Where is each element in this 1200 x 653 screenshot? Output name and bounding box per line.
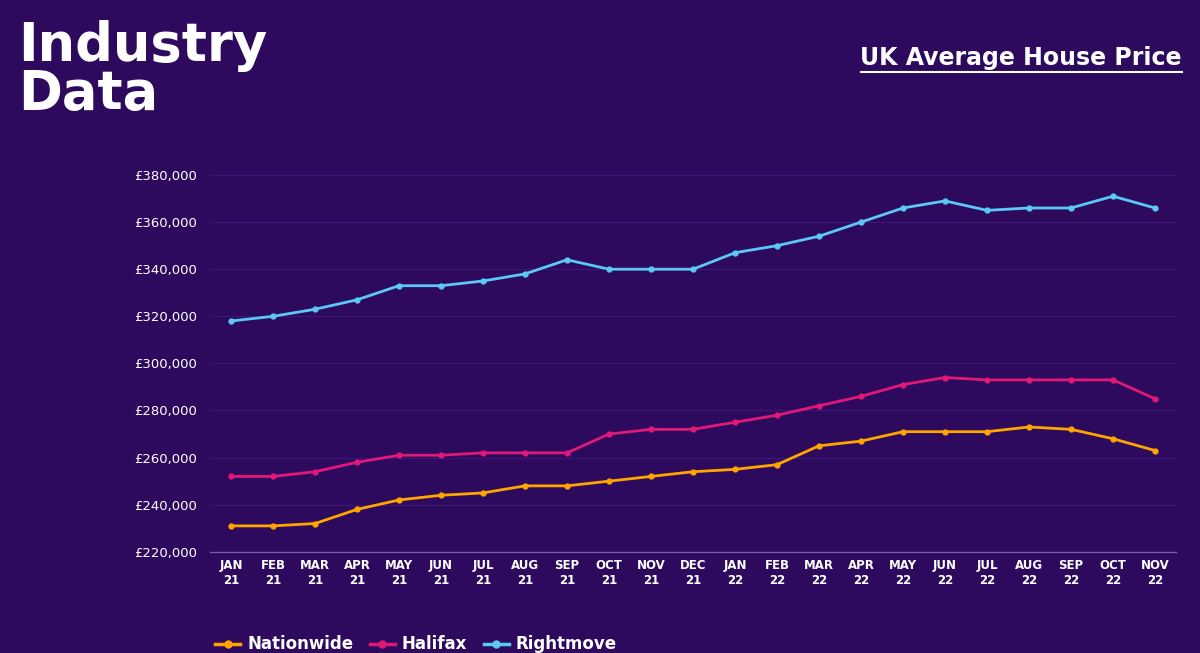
Legend: Nationwide, Halifax, Rightmove: Nationwide, Halifax, Rightmove bbox=[209, 629, 623, 653]
Text: UK Average House Price: UK Average House Price bbox=[860, 46, 1182, 70]
Text: Industry
Data: Industry Data bbox=[18, 20, 268, 120]
